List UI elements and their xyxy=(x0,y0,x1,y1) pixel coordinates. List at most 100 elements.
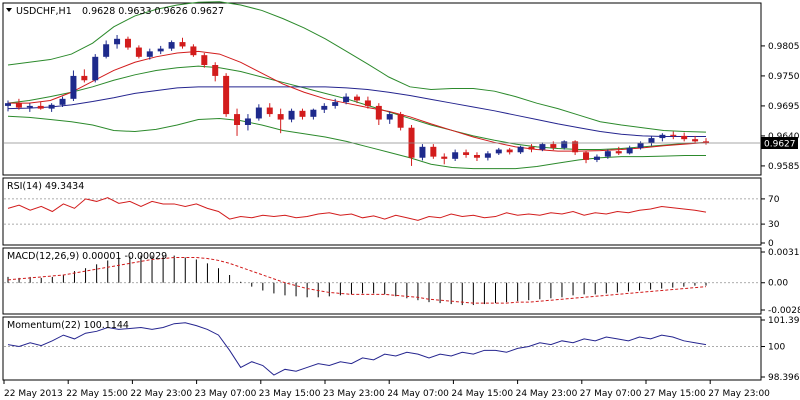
momentum-line xyxy=(7,322,707,376)
candle-body-bearish xyxy=(364,100,371,106)
symbol-label: USDCHF,H1 xyxy=(16,6,72,17)
candle-body-bearish xyxy=(299,110,306,117)
candle-body-bullish xyxy=(593,156,600,160)
x-tick-label: 22 May 2013 xyxy=(4,389,63,399)
x-tick-label: 22 May 15:00 xyxy=(66,389,128,399)
candle-body-bullish xyxy=(321,105,328,110)
ohlc-label: 0.9628 0.9633 0.9626 0.9627 xyxy=(82,6,224,17)
candle-body-bullish xyxy=(92,56,99,81)
candle-body-bullish xyxy=(310,109,317,117)
x-tick-label: 23 May 15:00 xyxy=(259,389,321,399)
candle-body-bullish xyxy=(517,146,524,153)
x-tick-label: 24 May 15:00 xyxy=(451,389,513,399)
momentum-label: Momentum(22) 100.1144 xyxy=(7,320,129,331)
candle-body-bullish xyxy=(5,103,11,106)
candle-body-bullish xyxy=(539,144,546,150)
moving-average-red-line xyxy=(8,50,707,152)
candle-body-bullish xyxy=(484,153,491,158)
last-price-tag xyxy=(761,137,798,149)
candle-body-bullish xyxy=(419,146,426,158)
rsi-label: RSI(14) 49.3434 xyxy=(7,181,84,192)
last-price-tag-label: 0.9627 xyxy=(764,140,796,150)
x-tick-label: 23 May 23:00 xyxy=(323,389,385,399)
momentum-tick-label: 98.3961 xyxy=(768,373,800,383)
candle-body-bearish xyxy=(37,105,44,109)
macd-label: MACD(12,26,9) 0.00001 -0.00029 xyxy=(7,251,167,262)
candle-body-bearish xyxy=(190,46,197,56)
candle-body-bearish xyxy=(15,103,22,108)
candle-body-bearish xyxy=(692,139,699,142)
candle-body-bullish xyxy=(168,42,175,49)
candle-body-bearish xyxy=(234,114,241,125)
macd-tick-label: 0.00317 xyxy=(768,248,800,258)
rsi-tick-label: 70 xyxy=(768,195,780,205)
macd-panel-frame xyxy=(2,247,762,315)
rsi-tick-label: 30 xyxy=(768,220,780,230)
x-tick-label: 27 May 15:00 xyxy=(644,389,706,399)
candle-body-bearish xyxy=(703,141,709,143)
candle-body-bullish xyxy=(659,134,666,139)
candle-body-bullish xyxy=(70,75,77,99)
candle-body-bullish xyxy=(332,102,339,106)
candle-body-bullish xyxy=(561,141,568,148)
candle-body-bearish xyxy=(212,65,219,76)
candle-body-bullish xyxy=(626,147,633,154)
candle-body-bearish xyxy=(528,146,535,150)
moving-average-blue-line xyxy=(7,86,706,137)
bollinger-upper-line xyxy=(7,1,707,133)
candle-body-bearish xyxy=(550,144,557,148)
candle-body-bearish xyxy=(463,152,470,155)
candle-body-bearish xyxy=(277,114,284,120)
bollinger-lower-line xyxy=(7,115,706,170)
candle-body-bearish xyxy=(430,146,437,157)
x-tick-label: 24 May 07:00 xyxy=(387,389,449,399)
candle-body-bearish xyxy=(670,134,677,136)
candle-body-bearish xyxy=(124,38,131,48)
price-tick-label: 0.9750 xyxy=(768,72,800,82)
price-tick-label: 0.9585 xyxy=(768,162,800,172)
candle-body-bullish xyxy=(288,110,295,120)
candle-body-bullish xyxy=(255,107,262,119)
x-tick-label: 24 May 23:00 xyxy=(516,389,578,399)
candle-body-bearish xyxy=(375,105,382,120)
candle-body-bearish xyxy=(81,75,88,81)
rsi-tick-label: 0 xyxy=(768,239,774,249)
price-tick-label: 0.9805 xyxy=(768,42,800,52)
candle-body-bullish xyxy=(244,118,251,125)
candle-body-bearish xyxy=(223,75,230,115)
momentum-panel-frame xyxy=(2,316,762,381)
price-tick-label: 0.9640 xyxy=(768,132,800,142)
momentum-tick-label: 100 xyxy=(768,343,785,353)
candle-body-bullish xyxy=(146,51,153,57)
candle-body-bullish xyxy=(637,143,644,148)
price-panel-frame xyxy=(2,2,762,176)
macd-signal-line xyxy=(7,257,707,304)
candle-body-bullish xyxy=(604,151,611,157)
candle-body-bullish xyxy=(648,138,655,143)
candle-body-bearish xyxy=(473,155,480,158)
candle-body-bearish xyxy=(201,55,208,65)
candle-body-bullish xyxy=(452,152,459,159)
candle-body-bullish xyxy=(48,104,55,109)
macd-tick-label: 0.00 xyxy=(768,279,788,289)
rsi-panel-frame xyxy=(2,177,762,246)
candle-body-bearish xyxy=(441,156,448,159)
candle-body-bearish xyxy=(572,141,579,153)
x-tick-label: 23 May 07:00 xyxy=(195,389,257,399)
momentum-tick-label: 101.3952 xyxy=(768,316,800,326)
candle-body-bullish xyxy=(103,44,110,57)
price-tick-label: 0.9695 xyxy=(768,102,800,112)
candle-body-bullish xyxy=(26,105,33,108)
candle-body-bearish xyxy=(179,42,186,47)
candle-body-bearish xyxy=(615,151,622,154)
candle-body-bullish xyxy=(386,114,393,120)
candle-body-bearish xyxy=(354,96,360,101)
rsi-line xyxy=(7,197,707,221)
collapse-triangle-icon[interactable] xyxy=(6,8,12,12)
candle-body-bearish xyxy=(266,107,273,115)
x-tick-label: 22 May 23:00 xyxy=(130,389,192,399)
candle-body-bullish xyxy=(59,98,66,105)
candle-body-bearish xyxy=(135,47,142,57)
